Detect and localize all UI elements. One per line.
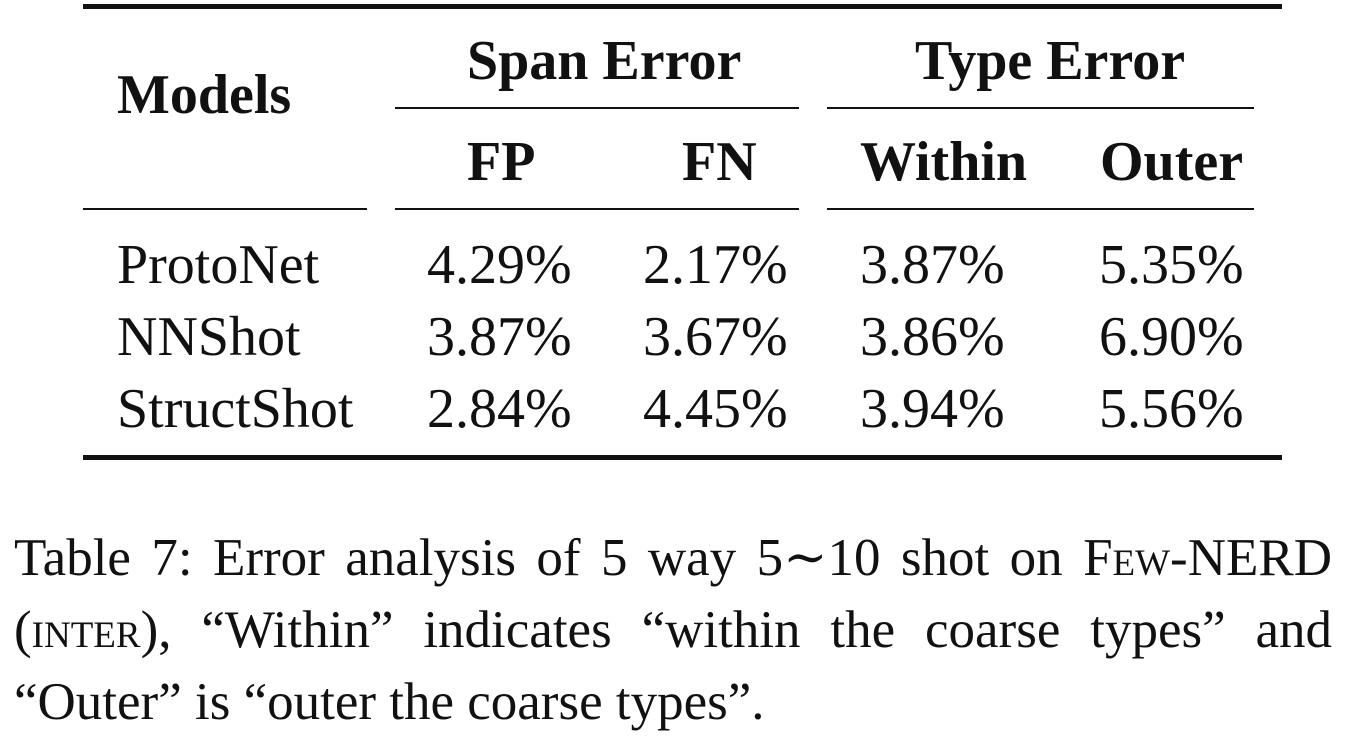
row-outer-value: 5.35% bbox=[1099, 234, 1244, 296]
row-fp-value: 3.87% bbox=[427, 306, 572, 368]
span-error-underline bbox=[395, 107, 799, 109]
row-within-value: 3.94% bbox=[860, 378, 1005, 440]
row-fn-value: 4.45% bbox=[643, 378, 788, 440]
caption-text: ( bbox=[14, 601, 32, 659]
within-header: Within bbox=[860, 131, 1028, 193]
models-header-underline bbox=[83, 208, 367, 210]
table-caption: Table 7: Error analysis of 5 way 5∼10 sh… bbox=[14, 522, 1332, 738]
row-outer-value: 5.56% bbox=[1099, 378, 1244, 440]
row-within-value: 3.86% bbox=[860, 306, 1005, 368]
row-fp-value: 2.84% bbox=[427, 378, 572, 440]
row-outer-value: 6.90% bbox=[1099, 306, 1244, 368]
dataset-name: Few-NERD bbox=[1083, 529, 1332, 587]
span-subheader-underline bbox=[395, 208, 799, 210]
setting-name: inter bbox=[31, 601, 141, 659]
row-fn-value: 2.17% bbox=[643, 234, 788, 296]
row-model-name: ProtoNet bbox=[117, 234, 320, 296]
row-fp-value: 4.29% bbox=[427, 234, 572, 296]
row-model-name: StructShot bbox=[117, 378, 354, 440]
type-error-underline bbox=[827, 107, 1254, 109]
caption-text: Table 7: Error analysis of 5 way 5∼10 sh… bbox=[14, 529, 1084, 587]
table-top-rule bbox=[83, 4, 1282, 9]
row-within-value: 3.87% bbox=[860, 234, 1005, 296]
type-error-header: Type Error bbox=[915, 30, 1186, 92]
fp-header: FP bbox=[467, 131, 536, 193]
outer-header: Outer bbox=[1100, 131, 1244, 193]
models-header: Models bbox=[117, 64, 292, 126]
type-subheader-underline bbox=[827, 208, 1254, 210]
caption-text: ), “Within” indicates “within the coarse… bbox=[14, 601, 1332, 731]
table-bottom-rule bbox=[83, 455, 1282, 460]
row-fn-value: 3.67% bbox=[643, 306, 788, 368]
span-error-header: Span Error bbox=[467, 30, 742, 92]
fn-header: FN bbox=[682, 131, 757, 193]
row-model-name: NNShot bbox=[117, 306, 301, 368]
